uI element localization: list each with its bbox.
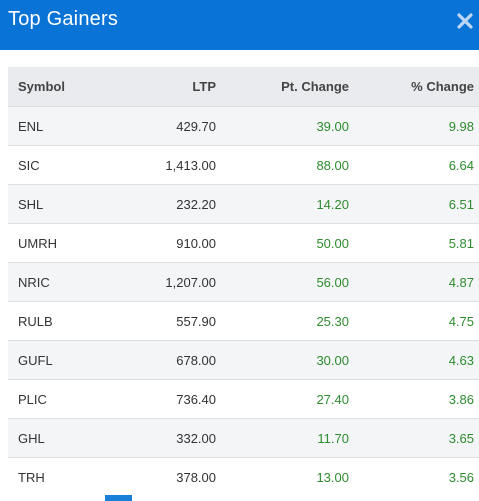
cell-pct-change: 4.87 xyxy=(349,262,479,302)
cell-pct-change: 5.81 xyxy=(349,223,479,263)
cell-pct-change: 4.75 xyxy=(349,301,479,341)
cell-ltp: 232.20 xyxy=(130,184,216,224)
cell-pct-change: 9.98 xyxy=(349,106,479,146)
cell-pt-change: 25.30 xyxy=(216,301,349,341)
cell-pct-change: 3.65 xyxy=(349,418,479,458)
table-row[interactable]: GHL 332.00 11.70 3.65 xyxy=(8,418,479,458)
modal-title: Top Gainers xyxy=(8,8,119,30)
table-row[interactable]: PLIC 736.40 27.40 3.86 xyxy=(8,379,479,419)
cell-symbol: SIC xyxy=(8,145,130,185)
cell-pt-change: 11.70 xyxy=(216,418,349,458)
cell-pct-change: 6.51 xyxy=(349,184,479,224)
cell-ltp: 736.40 xyxy=(130,379,216,419)
column-header-pct-change[interactable]: % Change xyxy=(349,67,479,107)
table-row[interactable]: UMRH 910.00 50.00 5.81 xyxy=(8,223,479,263)
cell-ltp: 1,413.00 xyxy=(130,145,216,185)
table-body: ENL 429.70 39.00 9.98 SIC 1,413.00 88.00… xyxy=(8,106,479,496)
cell-pt-change: 88.00 xyxy=(216,145,349,185)
cell-symbol: GHL xyxy=(8,418,130,458)
column-header-symbol[interactable]: Symbol xyxy=(8,67,130,107)
cell-ltp: 378.00 xyxy=(130,457,216,496)
header-row: Symbol LTP Pt. Change % Change xyxy=(8,67,479,107)
modal-header: Top Gainers xyxy=(0,0,479,50)
cell-pt-change: 39.00 xyxy=(216,106,349,146)
cell-ltp: 678.00 xyxy=(130,340,216,380)
cell-ltp: 1,207.00 xyxy=(130,262,216,302)
table-header: Symbol LTP Pt. Change % Change xyxy=(8,67,479,107)
cell-ltp: 429.70 xyxy=(130,106,216,146)
cell-symbol: NRIC xyxy=(8,262,130,302)
close-icon xyxy=(457,13,473,29)
cell-ltp: 332.00 xyxy=(130,418,216,458)
table-row[interactable]: SHL 232.20 14.20 6.51 xyxy=(8,184,479,224)
cell-symbol: UMRH xyxy=(8,223,130,263)
cell-pt-change: 13.00 xyxy=(216,457,349,496)
cell-symbol: SHL xyxy=(8,184,130,224)
cell-pct-change: 6.64 xyxy=(349,145,479,185)
cell-pt-change: 30.00 xyxy=(216,340,349,380)
close-button[interactable] xyxy=(456,12,474,30)
cell-pt-change: 56.00 xyxy=(216,262,349,302)
scroll-indicator[interactable] xyxy=(105,495,132,501)
cell-symbol: ENL xyxy=(8,106,130,146)
table-row[interactable]: SIC 1,413.00 88.00 6.64 xyxy=(8,145,479,185)
cell-symbol: PLIC xyxy=(8,379,130,419)
column-header-pt-change[interactable]: Pt. Change xyxy=(216,67,349,107)
cell-pct-change: 4.63 xyxy=(349,340,479,380)
cell-ltp: 910.00 xyxy=(130,223,216,263)
cell-pct-change: 3.86 xyxy=(349,379,479,419)
gainers-table-container: Symbol LTP Pt. Change % Change ENL 429.7… xyxy=(8,67,479,496)
cell-symbol: TRH xyxy=(8,457,130,496)
cell-pt-change: 50.00 xyxy=(216,223,349,263)
cell-ltp: 557.90 xyxy=(130,301,216,341)
column-header-ltp[interactable]: LTP xyxy=(130,67,216,107)
cell-pt-change: 14.20 xyxy=(216,184,349,224)
cell-symbol: GUFL xyxy=(8,340,130,380)
cell-pt-change: 27.40 xyxy=(216,379,349,419)
gainers-table: Symbol LTP Pt. Change % Change ENL 429.7… xyxy=(8,67,479,496)
table-row[interactable]: NRIC 1,207.00 56.00 4.87 xyxy=(8,262,479,302)
cell-symbol: RULB xyxy=(8,301,130,341)
table-row[interactable]: ENL 429.70 39.00 9.98 xyxy=(8,106,479,146)
cell-pct-change: 3.56 xyxy=(349,457,479,496)
table-row[interactable]: TRH 378.00 13.00 3.56 xyxy=(8,457,479,496)
table-row[interactable]: RULB 557.90 25.30 4.75 xyxy=(8,301,479,341)
table-row[interactable]: GUFL 678.00 30.00 4.63 xyxy=(8,340,479,380)
